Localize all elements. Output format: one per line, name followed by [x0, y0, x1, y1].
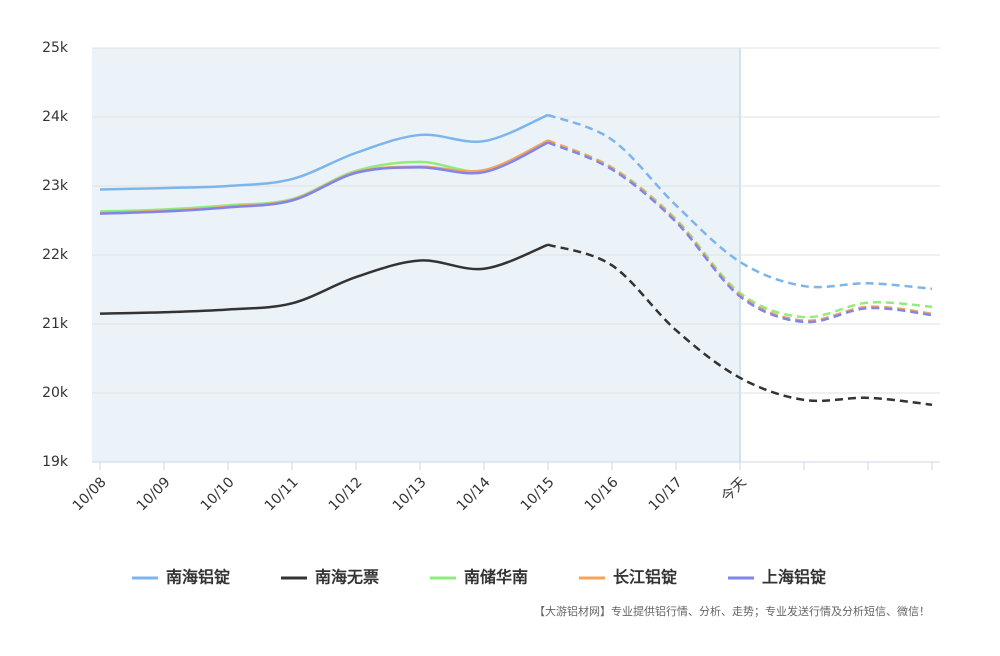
y-tick-label: 24k — [42, 109, 69, 125]
legend-label: 南海无票 — [315, 568, 379, 587]
x-tick-label: 10/08 — [70, 474, 110, 514]
y-tick-label: 20k — [42, 385, 69, 401]
x-tick-label: 今天 — [719, 474, 750, 505]
forecast-line — [547, 141, 933, 324]
y-tick-label: 22k — [42, 247, 69, 263]
legend-label: 南海铝锭 — [166, 568, 230, 587]
x-tick-label: 10/15 — [518, 474, 558, 514]
y-tick-label: 21k — [42, 316, 69, 332]
x-tick-label: 10/11 — [262, 474, 302, 514]
series-line — [99, 243, 549, 315]
x-tick-label: 10/16 — [582, 474, 622, 514]
forecast-line — [547, 113, 933, 291]
x-tick-label: 10/13 — [390, 474, 430, 514]
x-tick-label: 10/09 — [134, 474, 174, 514]
x-tick-label: 10/17 — [646, 474, 686, 514]
x-tick-label: 10/14 — [454, 474, 494, 514]
footer-note: 【大游铝材网】专业提供铝行情、分析、走势；专业发送行情及分析短信、微信！ — [534, 604, 930, 618]
legend-label: 上海铝锭 — [762, 568, 826, 587]
legend-label: 长江铝锭 — [613, 568, 677, 587]
legend: 南海铝锭 南海无票 南储华南 长江铝锭 上海铝锭 — [132, 568, 826, 587]
y-tick-label: 19k — [42, 454, 69, 470]
series-line — [99, 113, 549, 191]
y-tick-label: 25k — [42, 40, 69, 56]
y-tick-label: 23k — [42, 178, 69, 194]
x-tick-label: 10/10 — [198, 474, 238, 514]
series-line — [99, 141, 549, 215]
forecast-line — [547, 243, 933, 406]
x-tick-label: 10/12 — [326, 474, 366, 514]
legend-label: 南储华南 — [464, 568, 528, 587]
